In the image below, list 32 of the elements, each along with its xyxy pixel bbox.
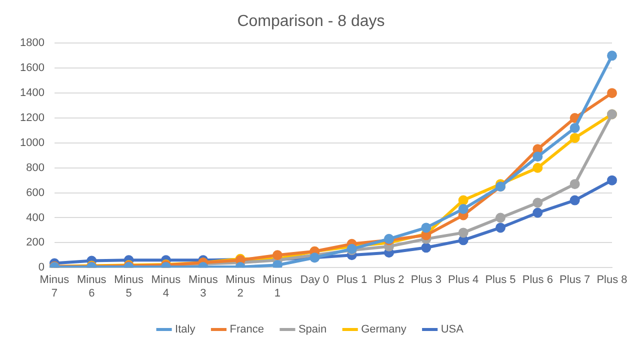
x-tick-label: Plus 5 <box>485 274 516 286</box>
y-tick-label: 1600 <box>20 62 44 74</box>
x-tick-label: Plus 8 <box>596 274 628 286</box>
y-tick-label: 600 <box>26 186 44 199</box>
legend-label: Italy <box>175 324 196 336</box>
x-tick-label: Minus 4 <box>151 274 182 300</box>
legend-label: Spain <box>298 324 327 336</box>
chart-title: Comparison - 8 days <box>237 13 385 30</box>
x-tick-label: Plus 2 <box>374 274 404 286</box>
x-tick-label: Minus 6 <box>76 274 107 300</box>
x-tick-label: Plus 3 <box>410 274 442 286</box>
x-tick-label: Plus 1 <box>336 274 368 286</box>
y-tick-label: 200 <box>26 236 44 249</box>
y-tick-label: 1000 <box>20 136 44 149</box>
x-tick-label: Plus 6 <box>522 274 553 286</box>
x-tick-label: Minus 1 <box>262 274 293 300</box>
x-tick-label: Minus 2 <box>226 274 256 300</box>
x-tick-label: Minus 3 <box>188 274 218 300</box>
y-tick-label: 800 <box>26 162 44 174</box>
legend-label: France <box>230 324 264 336</box>
y-tick-label: 0 <box>38 262 44 274</box>
y-tick-label: 1200 <box>20 112 44 124</box>
legend-label: Germany <box>361 324 407 336</box>
x-tick-label: Plus 4 <box>448 274 479 286</box>
y-tick-label: 1800 <box>20 37 44 50</box>
x-tick-label: Plus 7 <box>560 274 590 286</box>
x-tick-label: Minus 7 <box>40 274 70 300</box>
legend-label: USA <box>440 324 464 336</box>
x-tick-label: Minus 5 <box>114 274 144 300</box>
y-tick-label: 1400 <box>20 87 44 100</box>
y-tick-label: 400 <box>26 212 44 224</box>
x-tick-label: Day 0 <box>300 274 330 286</box>
